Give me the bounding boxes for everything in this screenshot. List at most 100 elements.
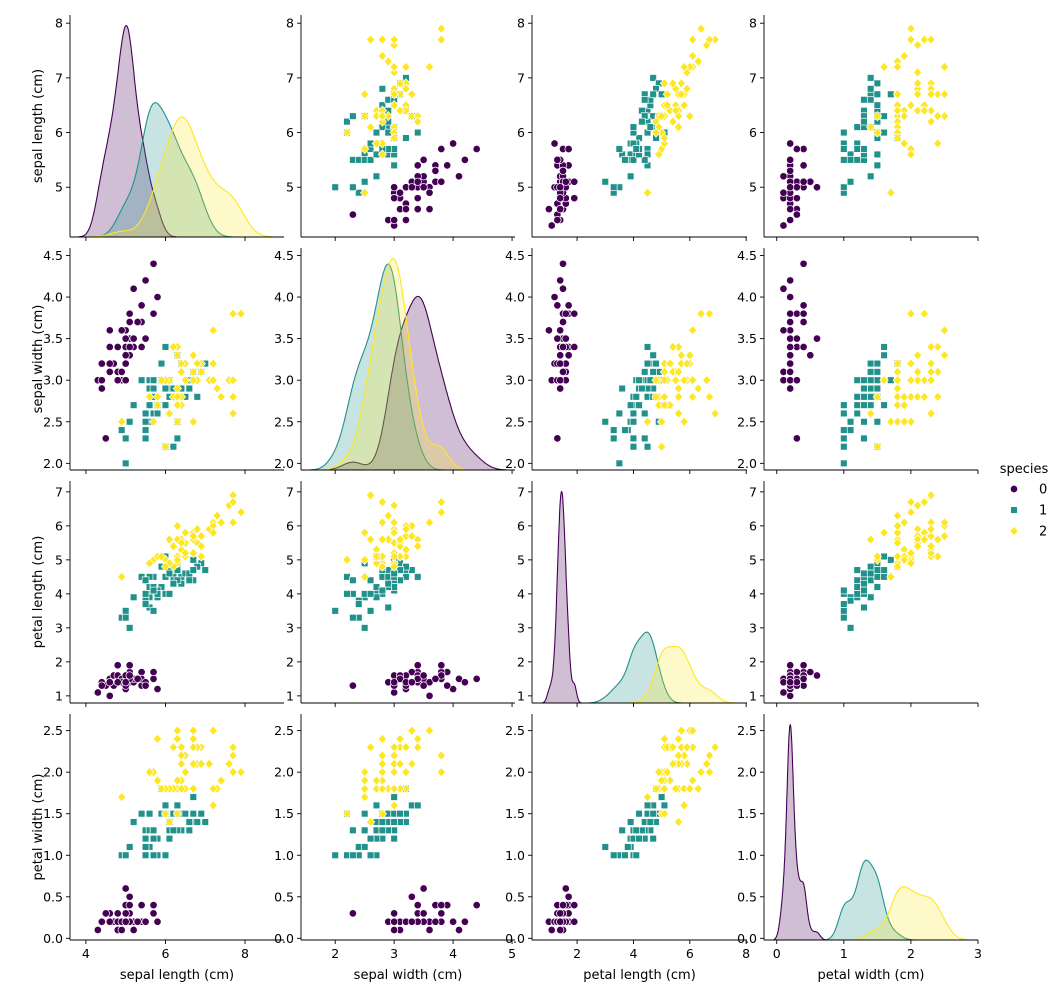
point-species-0 (97, 384, 106, 393)
point-species-2 (659, 808, 670, 819)
x-axis-label: petal width (cm) (818, 968, 925, 983)
point-species-2 (164, 408, 175, 419)
point-species-0 (556, 183, 565, 192)
point-species-1 (846, 418, 855, 426)
point-species-1 (390, 161, 398, 170)
point-species-0 (129, 925, 138, 935)
point-species-0 (125, 342, 134, 351)
legend-label: 2 (1039, 525, 1047, 540)
point-species-0 (779, 678, 788, 687)
point-species-1 (149, 851, 158, 859)
point-species-1 (360, 178, 369, 186)
point-species-2 (401, 742, 411, 753)
point-species-0 (792, 668, 801, 677)
point-species-2 (659, 783, 670, 794)
x-tick-label: 4 (82, 946, 90, 961)
x-tick-label: 2 (573, 946, 581, 961)
point-species-1 (643, 343, 652, 351)
point-species-0 (407, 183, 416, 192)
point-species-0 (553, 155, 562, 164)
point-species-2 (188, 375, 198, 386)
y-tick-label: 7 (517, 70, 525, 85)
y-tick-label: 3 (517, 620, 525, 635)
point-species-1 (880, 343, 888, 351)
y-tick-label: 1 (55, 688, 63, 703)
point-species-2 (395, 758, 405, 769)
point-species-2 (679, 375, 689, 386)
point-species-2 (673, 750, 684, 761)
point-species-1 (378, 586, 387, 595)
point-species-1 (621, 426, 629, 434)
point-species-0 (553, 334, 562, 343)
point-species-0 (390, 917, 399, 926)
point-species-1 (866, 384, 875, 393)
point-species-1 (846, 426, 855, 434)
point-species-2 (188, 350, 198, 361)
point-species-2 (389, 39, 399, 51)
point-species-0 (125, 671, 134, 680)
legend-label: 1 (1039, 504, 1047, 519)
y-tick-label: 2.5 (505, 414, 525, 429)
point-species-2 (156, 783, 167, 794)
point-species-2 (377, 733, 388, 745)
point-species-2 (389, 561, 399, 572)
point-species-2 (872, 551, 883, 562)
y-tick-label: 7 (749, 70, 757, 85)
point-species-1 (153, 409, 162, 418)
point-species-1 (121, 459, 130, 468)
point-species-1 (626, 818, 635, 826)
point-species-2 (436, 23, 446, 34)
point-species-0 (153, 293, 162, 302)
point-species-1 (853, 376, 861, 384)
y-tick-label: 6 (286, 518, 294, 533)
kde-line-species-0 (322, 295, 508, 470)
x-axis-label: sepal length (cm) (120, 968, 234, 983)
point-species-1 (853, 590, 861, 598)
point-species-2 (180, 375, 191, 386)
point-species-2 (172, 400, 183, 411)
point-species-2 (172, 534, 183, 545)
point-species-2 (693, 56, 703, 67)
panel-2-1: 1 2 3 4 5 6 7 (286, 481, 515, 707)
point-species-0 (437, 144, 446, 154)
x-tick-label: 3 (390, 946, 398, 961)
point-species-2 (176, 783, 187, 794)
point-species-1 (840, 128, 848, 137)
y-axis-label: petal length (cm) (31, 536, 46, 649)
point-species-2 (696, 23, 706, 34)
point-species-1 (652, 359, 660, 368)
point-species-2 (865, 121, 876, 133)
point-species-2 (939, 350, 950, 361)
point-species-0 (443, 161, 452, 170)
point-species-1 (660, 801, 669, 810)
point-species-0 (556, 925, 565, 935)
panel-3-0: 4 6 8 0.0 0.5 1.0 1.5 2.0 2.5 (43, 714, 284, 961)
point-species-0 (105, 691, 114, 700)
point-species-2 (919, 308, 930, 319)
point-species-2 (192, 524, 202, 535)
point-species-2 (906, 416, 916, 427)
panel-1-1: 2.0 2.5 3.0 3.5 4.0 4.5 (274, 248, 515, 474)
point-species-0 (113, 342, 122, 351)
point-species-0 (792, 342, 801, 351)
point-species-2 (879, 527, 889, 538)
point-species-2 (401, 767, 411, 778)
point-species-2 (383, 56, 393, 67)
point-species-1 (840, 607, 848, 615)
point-species-0 (97, 681, 106, 690)
point-species-1 (640, 156, 649, 164)
point-species-2 (395, 105, 405, 116)
point-species-1 (145, 401, 154, 409)
legend-label: 0 (1039, 483, 1047, 498)
point-species-2 (436, 507, 446, 518)
point-species-1 (860, 145, 868, 153)
point-species-0 (117, 367, 126, 376)
point-species-0 (431, 674, 440, 683)
y-tick-label: 7 (286, 484, 294, 499)
point-species-1 (840, 401, 848, 409)
point-species-2 (919, 391, 930, 402)
point-species-2 (933, 89, 943, 100)
point-species-0 (792, 309, 801, 318)
point-species-2 (377, 750, 388, 761)
